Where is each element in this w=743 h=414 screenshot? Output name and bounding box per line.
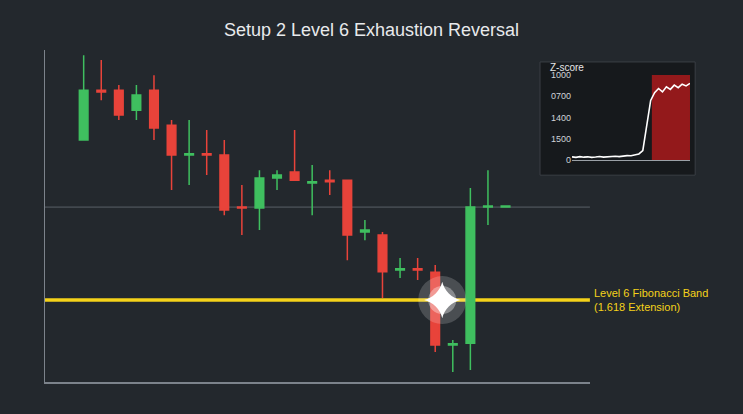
svg-text:0700: 0700 xyxy=(551,91,571,101)
svg-text:1000: 1000 xyxy=(551,70,571,80)
svg-text:1500: 1500 xyxy=(551,134,571,144)
svg-text:Level 6 Fibonacci Band(1.618 E: Level 6 Fibonacci Band(1.618 Extension) xyxy=(594,287,708,313)
svg-text:1400: 1400 xyxy=(551,113,571,123)
svg-text:Z-score: Z-score xyxy=(550,62,584,73)
svg-text:0: 0 xyxy=(566,155,571,165)
svg-text:Setup 2 Level 6 Exhaustion Rev: Setup 2 Level 6 Exhaustion Reversal xyxy=(224,20,519,40)
